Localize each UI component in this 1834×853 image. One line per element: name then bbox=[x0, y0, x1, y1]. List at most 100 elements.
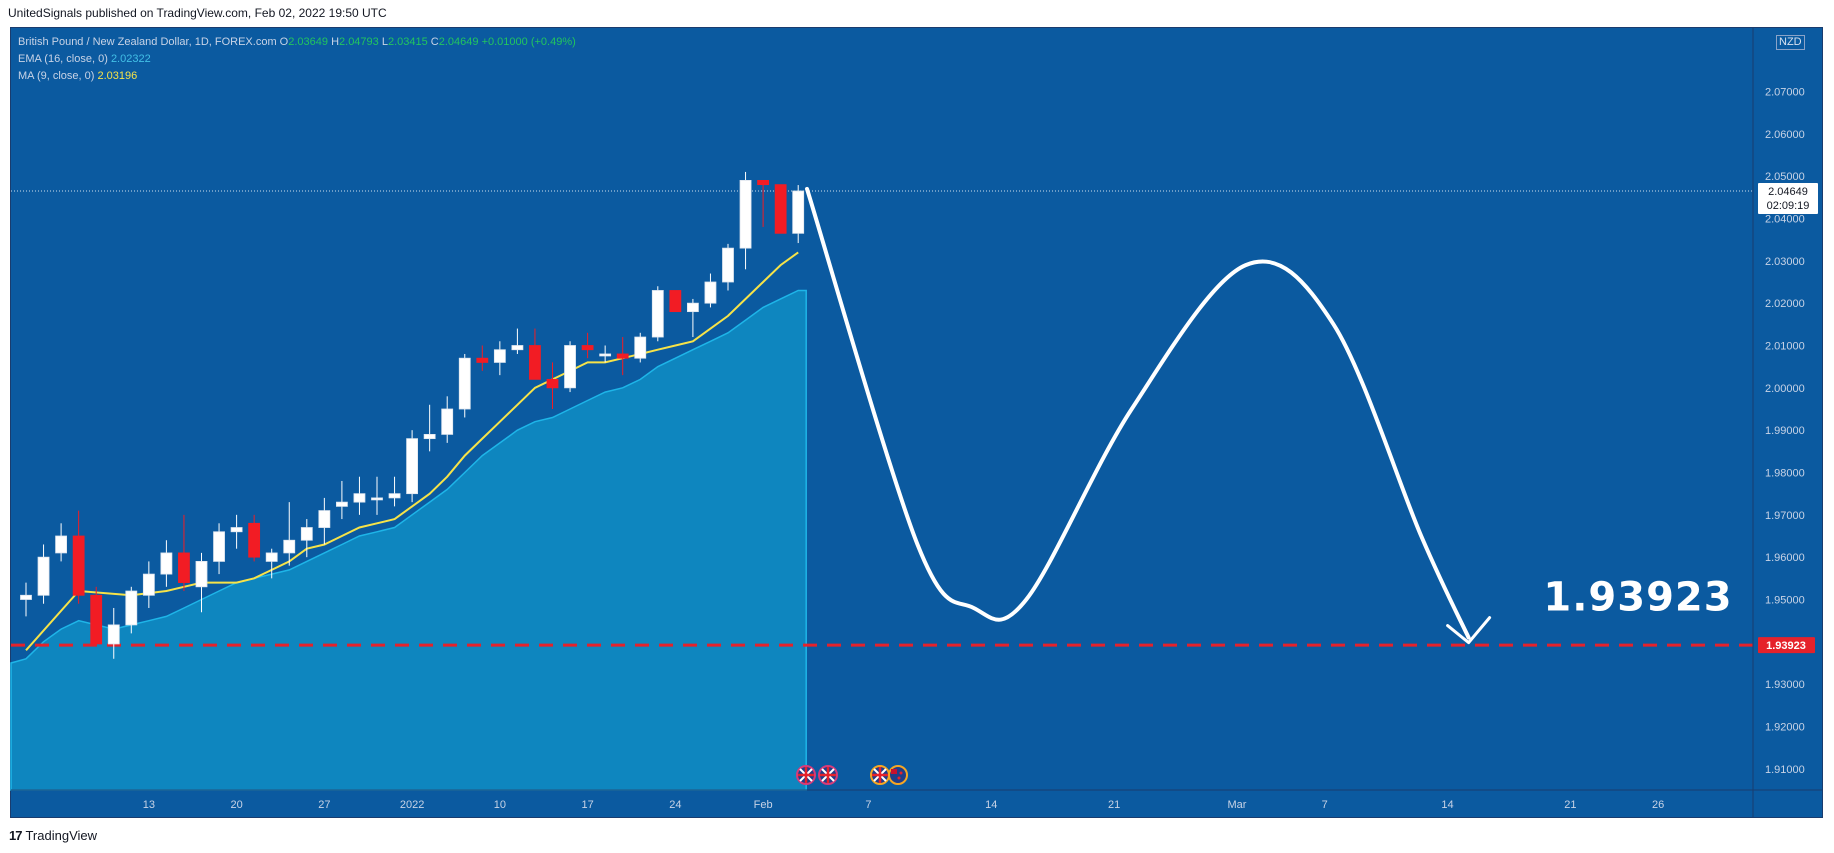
candle bbox=[388, 476, 401, 507]
candle bbox=[669, 290, 682, 313]
change-value: +0.01000 (+0.49%) bbox=[481, 36, 576, 48]
price-tick-label: 2.07000 bbox=[1765, 87, 1805, 99]
close-value: 2.04649 bbox=[438, 36, 479, 48]
low-value: 2.03415 bbox=[387, 36, 428, 48]
candle bbox=[318, 497, 331, 545]
candle bbox=[651, 286, 664, 342]
candle-body bbox=[353, 493, 366, 503]
target-badge-box bbox=[1758, 637, 1815, 654]
candle-body bbox=[388, 493, 401, 499]
currency-label[interactable]: NZD bbox=[1776, 35, 1805, 50]
price-tick-label: 1.97000 bbox=[1765, 510, 1805, 522]
event-icons-layer bbox=[796, 765, 908, 785]
candle-body bbox=[651, 290, 664, 338]
candle-body bbox=[757, 179, 769, 186]
candle-body bbox=[248, 522, 261, 558]
candle bbox=[423, 404, 436, 452]
price-tick-label: 2.04000 bbox=[1765, 214, 1805, 226]
candle bbox=[248, 514, 261, 562]
projection-curve bbox=[805, 186, 1471, 640]
candle bbox=[792, 185, 805, 244]
candle-body bbox=[37, 556, 50, 596]
price-tick-label: 2.06000 bbox=[1765, 129, 1805, 141]
candle bbox=[616, 337, 629, 376]
candle bbox=[265, 548, 278, 579]
time-tick-label: 7 bbox=[865, 799, 871, 811]
legend-symbol-row: British Pound / New Zealand Dollar, 1D, … bbox=[18, 34, 576, 51]
candle bbox=[37, 544, 50, 604]
candle-body bbox=[20, 594, 32, 600]
legend: British Pound / New Zealand Dollar, 1D, … bbox=[18, 34, 576, 85]
price-axis-layer: 2.07000 2.06000 2.05000 2.04000 2.03000 2.020… bbox=[1752, 28, 1805, 817]
price-tick-label: 1.99000 bbox=[1765, 425, 1805, 437]
candle-body bbox=[669, 290, 682, 313]
candle bbox=[476, 345, 489, 371]
time-tick-label: Feb bbox=[754, 799, 773, 811]
candle-body bbox=[687, 302, 699, 313]
flag-circle bbox=[888, 765, 908, 785]
target-annotation: 1.93923 bbox=[1543, 574, 1732, 620]
candle bbox=[72, 510, 85, 604]
candle-body bbox=[634, 336, 647, 359]
time-tick-label: 2022 bbox=[400, 799, 424, 811]
candle-body bbox=[546, 378, 559, 389]
chart-frame bbox=[10, 27, 1823, 818]
candle bbox=[599, 345, 612, 363]
high-value: 2.04793 bbox=[339, 36, 379, 48]
symbol-name: British Pound / New Zealand Dollar, 1D, … bbox=[18, 36, 277, 48]
candle bbox=[564, 341, 576, 393]
candle-body bbox=[90, 594, 103, 645]
tradingview-logo-icon[interactable]: 17 bbox=[9, 828, 23, 843]
current-price-badge-value: 2.04649 bbox=[1768, 186, 1808, 198]
candle bbox=[704, 273, 717, 308]
price-tick-label: 1.98000 bbox=[1765, 468, 1805, 480]
price-tick-label: 2.01000 bbox=[1765, 341, 1805, 353]
candle bbox=[687, 298, 699, 338]
candle bbox=[178, 514, 190, 592]
candle-body bbox=[493, 349, 506, 363]
candle bbox=[142, 561, 155, 608]
time-tick-label: 14 bbox=[1441, 799, 1453, 811]
candle bbox=[634, 332, 647, 363]
price-tick-label: 2.03000 bbox=[1765, 256, 1805, 268]
candle-body bbox=[458, 357, 471, 410]
legend-ma-row[interactable]: MA (9, close, 0) 2.03196 bbox=[18, 68, 576, 85]
candle bbox=[353, 476, 366, 515]
candle bbox=[774, 184, 787, 234]
legend-ema-row[interactable]: EMA (16, close, 0) 2.02322 bbox=[18, 51, 576, 68]
candle bbox=[458, 353, 471, 418]
current-price-badge-box bbox=[1758, 183, 1818, 215]
candle-body bbox=[722, 247, 734, 283]
candle-body bbox=[160, 552, 173, 575]
candle-body bbox=[406, 438, 419, 495]
candle bbox=[55, 523, 67, 562]
candle-body bbox=[529, 345, 541, 380]
uk-flag-icon[interactable] bbox=[818, 765, 838, 785]
time-tick-label: 20 bbox=[230, 799, 242, 811]
candle bbox=[406, 430, 419, 503]
candle bbox=[371, 476, 383, 515]
time-tick-label: 26 bbox=[1652, 799, 1664, 811]
candle bbox=[195, 552, 208, 613]
candle-body bbox=[55, 535, 67, 554]
candle bbox=[757, 179, 769, 227]
candle-body bbox=[704, 281, 717, 304]
ma-value: 2.03196 bbox=[97, 70, 138, 82]
target-badge-value: 1.93923 bbox=[1766, 640, 1806, 652]
brand-name[interactable]: TradingView bbox=[25, 828, 98, 843]
projection-arrowhead bbox=[1446, 616, 1492, 645]
nz-flag-icon[interactable] bbox=[888, 765, 908, 785]
price-tick-label: 2.00000 bbox=[1765, 383, 1805, 395]
candles-layer bbox=[20, 171, 805, 659]
time-tick-label: 24 bbox=[669, 799, 681, 811]
publisher-caption: UnitedSignals published on TradingView.c… bbox=[8, 6, 387, 20]
uk-flag-icon[interactable] bbox=[870, 765, 890, 785]
candle-body bbox=[142, 573, 155, 596]
time-tick-label: 14 bbox=[985, 799, 997, 811]
uk-flag-icon[interactable] bbox=[796, 765, 816, 785]
candle-body bbox=[318, 510, 331, 528]
candle-body bbox=[178, 552, 190, 583]
target-price-badge: 1.93923 bbox=[1758, 637, 1815, 654]
high-label: H bbox=[331, 36, 340, 48]
